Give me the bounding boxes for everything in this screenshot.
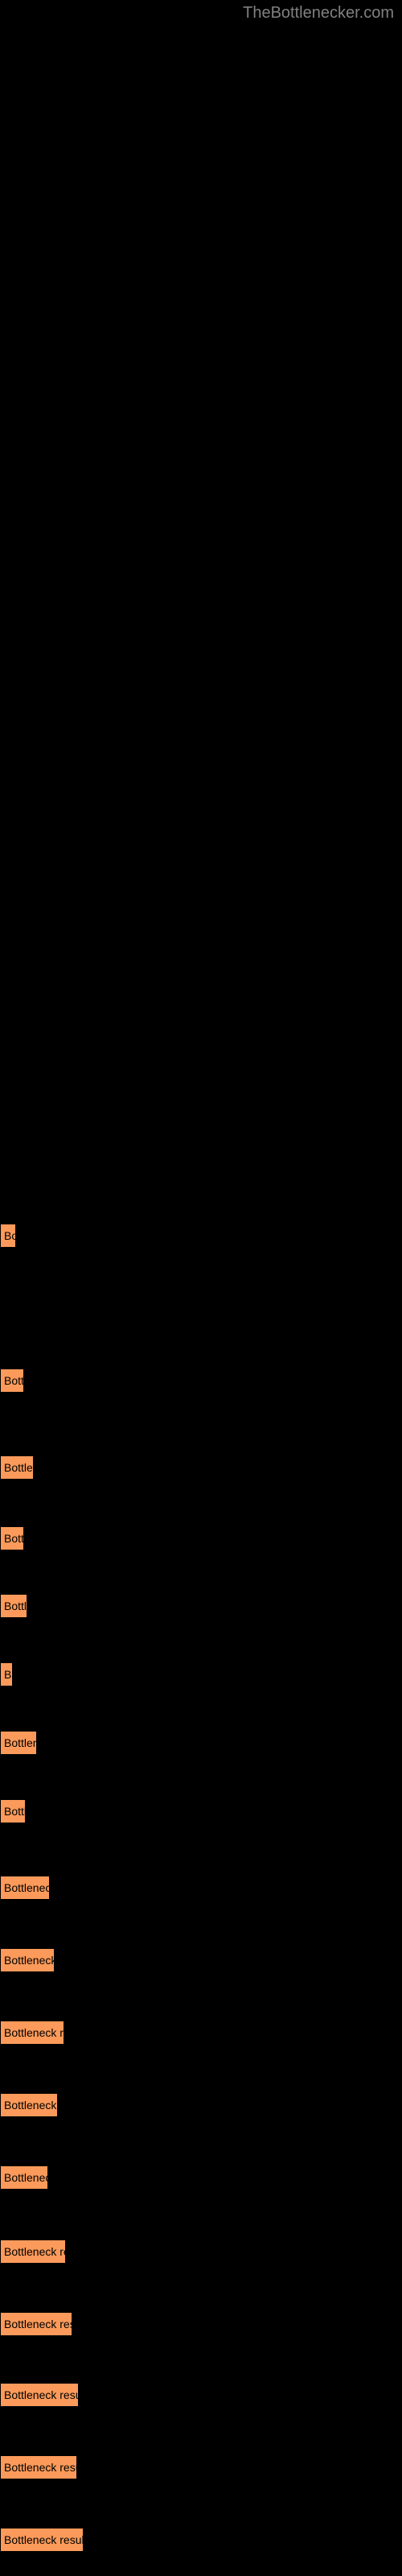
chart-bar: Bottle [0,1594,27,1618]
chart-bar: Bo [0,1662,13,1686]
chart-bar: Bottleneck result [0,2021,64,2045]
bar-label: Bottlenec [4,1736,37,1749]
bar-label: Bottle [4,1805,26,1818]
bar-label: Bottlene [4,1461,34,1474]
bar-label: Bottleneck res [4,1954,55,1967]
chart-bar: Bottleneck re [0,1876,50,1900]
bar-label: Bottleneck resu [4,2099,58,2112]
chart-bar: Bottl [0,1526,24,1550]
bar-label: Bottle [4,1600,27,1612]
chart-bar: Bottleneck result [0,2312,72,2336]
watermark-text: TheBottlenecker.com [243,4,394,23]
bar-label: Bottleneck r [4,2171,48,2184]
bar-label: Bo [4,1229,16,1242]
chart-bar: Bottl [0,1368,24,1393]
chart-bar: Bottlenec [0,1731,37,1755]
bar-label: Bottleneck re [4,1881,50,1894]
bar-label: Bottleneck result [4,2388,79,2401]
bar-label: Bottleneck result [4,2026,64,2039]
bar-label: Bottl [4,1374,24,1387]
chart-bar: Bottleneck resu [0,2093,58,2117]
chart-bar: Bottlene [0,1455,34,1480]
chart-bar: Bottleneck res [0,1948,55,1972]
bar-label: Bottleneck result [4,2318,72,2330]
chart-bar: Bottleneck result [0,2383,79,2407]
chart-bar: Bottleneck result [0,2528,84,2552]
chart-bar: Bottleneck r [0,2165,48,2190]
chart-bar: Bottleneck result [0,2240,66,2264]
chart-bar: Bottle [0,1799,26,1823]
chart-bar: Bottleneck result [0,2455,77,2479]
bar-label: Bottleneck result [4,2245,66,2258]
bar-label: Bottleneck result [4,2533,84,2546]
bar-label: Bottl [4,1532,24,1545]
bar-label: Bo [4,1668,13,1681]
chart-bar: Bo [0,1224,16,1248]
bar-label: Bottleneck result [4,2461,77,2474]
